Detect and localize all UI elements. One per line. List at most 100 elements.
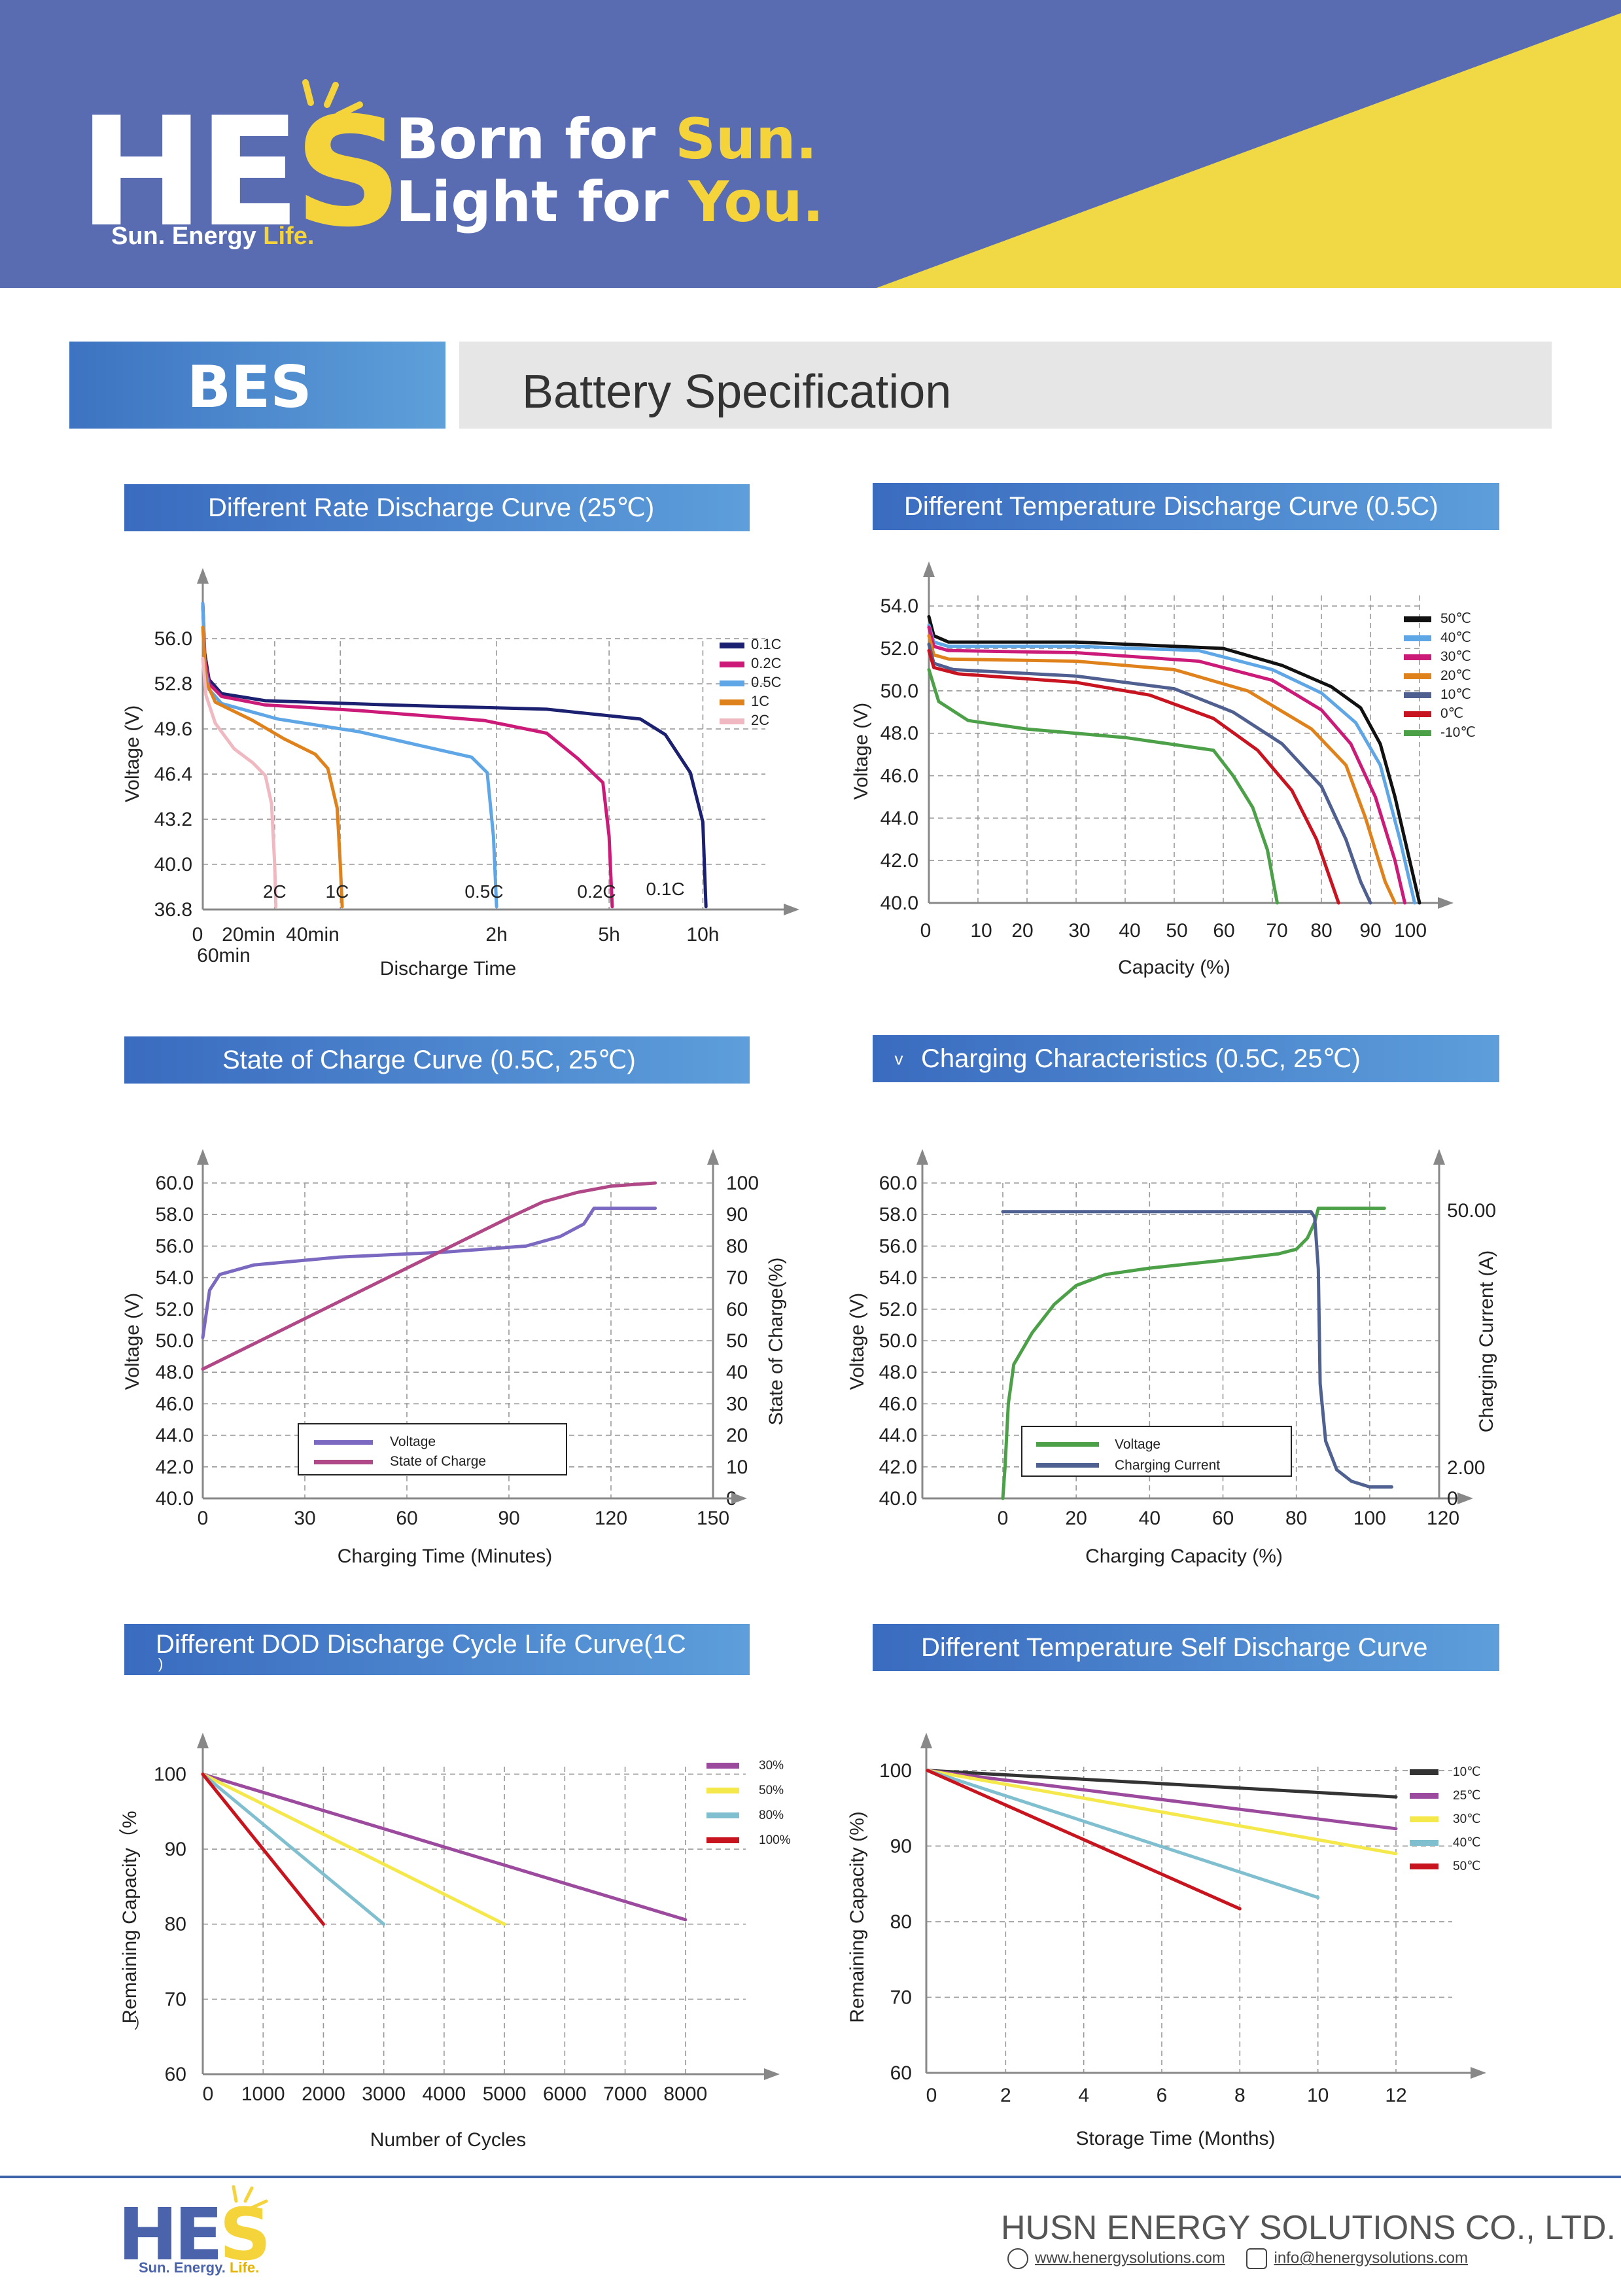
legend-box [298,1423,567,1475]
y2-tick-label: 80 [726,1235,748,1257]
company-name: HUSN ENERGY SOLUTIONS CO., LTD. [1001,2209,1616,2247]
y-axis-title: Remaining Capacity (%) [846,1811,868,2022]
x-tick-label: 60 [1213,920,1234,942]
x-axis-arrow [784,904,799,915]
y-tick-label: 90 [165,1839,186,1860]
y-tick-label: 52.0 [880,638,918,660]
y-tick-label: 50.0 [879,1330,917,1352]
y-tick-label: 50.0 [156,1330,194,1352]
x-tick-label: 10h [686,924,719,945]
email-link[interactable]: info@henergysolutions.com [1274,2249,1469,2267]
x-tick-label: 6000 [543,2083,587,2105]
series-line [201,1773,688,1922]
x-axis-title: Storage Time (Months) [1075,2128,1275,2149]
x-tick-label: 1000 [241,2083,285,2105]
chart-title-self: Different Temperature Self Discharge Cur… [873,1624,1499,1671]
y-tick-label: 40.0 [879,1488,917,1510]
x-tick-label: 40min [286,924,340,945]
y-axis-title: Voltage (V) [850,703,872,800]
legend-swatch [706,1763,739,1769]
series-line [201,1773,506,1926]
x-tick-label: 20 [1011,920,1033,942]
x-axis-arrow [1457,1492,1473,1504]
x-tick-label: 150 [697,1508,729,1529]
y-axis-title: Voltage (V) [122,1293,143,1390]
legend-swatch [720,643,744,648]
legend-box [1021,1426,1292,1477]
page-title-box: Battery Specification [459,342,1552,429]
chart-title-soc: State of Charge Curve (0.5C, 25℃) [124,1036,750,1084]
y-tick-label: 46.4 [154,764,192,785]
y-axis-arrow [916,1149,928,1165]
x-tick-label: 20min [222,924,275,945]
series-line [926,1769,1398,1856]
x-tick-label: 4000 [423,2083,466,2105]
legend-label: 0℃ [1440,706,1463,721]
y-tick-label: 36.8 [154,899,192,921]
y-tick-label: 52.0 [879,1299,917,1320]
x-tick-label: 10 [1307,2085,1329,2106]
legend-label: 30℃ [1453,1812,1480,1826]
y-tick-label: 54.0 [880,595,918,617]
x-tick-label: 30 [294,1508,315,1529]
series-line [927,626,1406,905]
series-line [201,1207,657,1339]
x-axis-arrow [764,2068,780,2080]
y2-tick-label: 0 [1447,1488,1458,1510]
y-axis-arrow [197,1733,209,1748]
x-tick-label: 0 [926,2085,937,2106]
series-line [1001,1207,1386,1500]
y-tick-label: 44.0 [156,1425,194,1447]
curve-end-label: 0.1C [646,879,685,899]
legend-label: 80% [759,1809,784,1822]
legend-swatch [720,699,744,705]
y-tick-label: 40.0 [156,1488,194,1510]
y-axis-title-overflow: ） [134,2015,148,2032]
series-line [926,1769,1398,1831]
legend-label: State of Charge [390,1454,486,1469]
x-tick-label: 100 [1353,1508,1386,1529]
temperature-discharge-chart: 54.0 52.0 50.0 48.0 46.0 44.0 42.0 40.0 50℃ 40℃ 30… [850,561,1476,978]
series-line [927,623,1416,905]
y-tick-label: 44.0 [879,1425,917,1447]
footer-divider [0,2176,1621,2178]
y-tick-label: 48.0 [879,1362,917,1383]
x-tick-label: 5000 [483,2083,527,2105]
x-tick-label: 90 [498,1508,519,1529]
y-tick-label: 58.0 [156,1204,194,1226]
y2-tick-label: 40 [726,1362,748,1383]
series-line [926,1769,1242,1911]
x-axis-title: Charging Capacity (%) [1085,1545,1283,1567]
chart-title-dod: Different DOD Discharge Cycle Life Curve… [124,1624,750,1675]
legend-swatch [720,718,744,724]
series-line [927,667,1279,905]
x-tick-label: 2 [1000,2085,1011,2106]
y2-tick-label: 2.00 [1447,1457,1485,1479]
curve-end-label: 1C [326,881,349,902]
y-axis-title: Voltage (V) [846,1293,868,1390]
series-line [1001,1210,1393,1489]
legend-label: 30% [759,1759,784,1773]
y-tick-label: 46.0 [880,766,918,787]
legend-label: 2C [751,712,769,728]
y-tick-label: 48.0 [880,723,918,745]
legend-swatch [706,1788,739,1793]
chart-title-temp: Different Temperature Discharge Curve (0… [873,483,1499,530]
x-tick-label: 60 [1212,1508,1234,1529]
y2-axis-arrow [707,1149,719,1165]
x-tick-label: 80 [1285,1508,1307,1529]
legend-label: 30℃ [1440,649,1471,664]
x-axis-arrow [1471,2067,1486,2079]
y-tick-label: 56.0 [879,1235,917,1257]
website-link[interactable]: www.henergysolutions.com [1035,2249,1225,2267]
legend-label: 0.5C [751,674,782,690]
y-axis-arrow [923,561,935,577]
legend-swatch [1410,1816,1438,1822]
y2-tick-label: 70 [726,1267,748,1289]
state-of-charge-chart: 60.0 58.0 56.0 54.0 52.0 50.0 48.0 46.0 44.0 42.0… [122,1149,787,1567]
legend-label: 50% [759,1784,784,1797]
y-tick-label: 100 [154,1763,186,1785]
legend-swatch [1410,1793,1438,1799]
legend-swatch [720,680,744,686]
y-tick-label: 54.0 [879,1267,917,1289]
